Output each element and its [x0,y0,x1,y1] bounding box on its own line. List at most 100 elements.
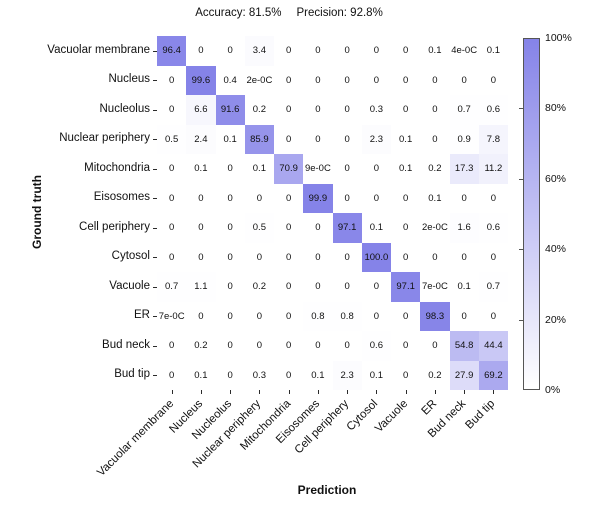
heatmap-cell: 0 [244,331,274,361]
heatmap-cell: 0 [391,213,421,243]
heatmap-cell: 0 [391,242,421,272]
heatmap-cell: 0 [420,331,450,361]
heatmap-cell: 0 [332,154,362,184]
heatmap-cell: 7e-0C [420,272,450,302]
heatmap-cell: 98.3 [420,301,450,331]
heatmap-cell: 0.1 [361,213,391,243]
x-tick [493,390,495,394]
heatmap-cell: 0 [449,242,479,272]
y-tick [153,109,157,111]
heatmap-cell: 0.4 [215,65,245,95]
heatmap-cell: 2e-0C [244,65,274,95]
y-tick [153,257,157,259]
y-tick [153,80,157,82]
heatmap-cell: 70.9 [274,154,304,184]
y-tick-label: ER [134,309,150,322]
y-tick [153,227,157,229]
y-tick [153,50,157,52]
heatmap-cell: 0 [332,65,362,95]
heatmap-cell: 0 [157,95,187,125]
heatmap-cell: 97.1 [332,213,362,243]
x-tick [171,390,173,394]
heatmap-cell: 7e-0C [157,301,187,331]
accuracy-text: Accuracy: 81.5% [195,7,282,19]
heatmap-cell: 0 [157,183,187,213]
heatmap-cell: 11.2 [478,154,508,184]
heatmap-cell: 0 [186,242,216,272]
heatmap-cell: 0 [391,183,421,213]
heatmap-cell: 0 [303,65,333,95]
y-tick [153,316,157,318]
heatmap-cell: 0 [186,301,216,331]
heatmap-plot-area: 96.4 0 0 3.4 0 0 0 0 0 0.1 4e-0C 0.1 0 99.6 0.4 2e-0C 0 0… [157,36,508,390]
heatmap-cell: 0.5 [157,124,187,154]
heatmap-cell: 44.4 [478,331,508,361]
heatmap-cell: 0 [186,183,216,213]
heatmap-cell: 0 [274,301,304,331]
heatmap-cell: 0 [391,360,421,390]
heatmap-cell: 0 [215,301,245,331]
heatmap-cell: 0 [274,242,304,272]
heatmap-cell: 0 [361,36,391,66]
colorbar-tick-label: 80% [545,102,567,115]
colorbar-tick-label: 60% [545,172,567,185]
heatmap-cell: 0 [186,36,216,66]
heatmap-cell: 0 [420,65,450,95]
x-tick [464,390,466,394]
colorbar-tick [519,319,523,321]
y-tick-label: Eisosomes [93,191,150,204]
colorbar-tick-label: 20% [545,313,567,326]
heatmap-cell: 1.1 [186,272,216,302]
heatmap-cell: 0 [303,272,333,302]
heatmap-cell: 0.7 [157,272,187,302]
heatmap-cell: 6.6 [186,95,216,125]
heatmap-cell: 69.2 [478,360,508,390]
heatmap-cell: 0 [420,95,450,125]
heatmap-cell: 0 [391,95,421,125]
heatmap-cell: 0.1 [186,154,216,184]
y-tick-label: Bud neck [102,338,150,351]
heatmap-cell: 0 [449,183,479,213]
heatmap-cell: 0 [274,36,304,66]
heatmap-cell: 7.8 [478,124,508,154]
heatmap-cell: 9e-0C [303,154,333,184]
y-tick [153,286,157,288]
heatmap-cell: 0.9 [449,124,479,154]
heatmap-cell: 0 [420,242,450,272]
heatmap-cell: 0 [215,213,245,243]
heatmap-cell: 0.7 [449,95,479,125]
heatmap-cell: 0.1 [361,360,391,390]
heatmap-cell: 0 [157,65,187,95]
heatmap-cell: 2.4 [186,124,216,154]
heatmap-cell: 0.1 [478,36,508,66]
y-tick-label: Nucleolus [99,102,151,115]
heatmap-cell: 0 [215,331,245,361]
heatmap-cell: 0 [478,183,508,213]
heatmap-cell: 0 [157,331,187,361]
y-tick [153,139,157,141]
x-tick [434,390,436,394]
heatmap-cell: 91.6 [215,95,245,125]
heatmap-cell: 0 [274,331,304,361]
heatmap-cell: 0 [478,242,508,272]
y-tick-label: Mitochondria [84,161,150,174]
heatmap-cell: 0.3 [361,95,391,125]
heatmap-cell: 100.0 [361,242,391,272]
x-tick [347,390,349,394]
heatmap-cell: 0.1 [449,272,479,302]
heatmap-cell: 0.6 [361,331,391,361]
y-tick-label: Nucleus [108,73,150,86]
heatmap-cell: 0 [303,36,333,66]
heatmap-cell: 0 [478,65,508,95]
heatmap-cell: 0 [274,65,304,95]
heatmap-cell: 0 [332,36,362,66]
heatmap-cell: 85.9 [244,124,274,154]
heatmap-cell: 0 [449,65,479,95]
heatmap-cell: 0 [215,242,245,272]
colorbar-tick [519,249,523,251]
heatmap-cell: 0.8 [332,301,362,331]
x-tick [317,390,319,394]
heatmap-cell: 0 [215,360,245,390]
colorbar-tick-label: 40% [545,243,567,256]
heatmap-cell: 0.6 [478,95,508,125]
